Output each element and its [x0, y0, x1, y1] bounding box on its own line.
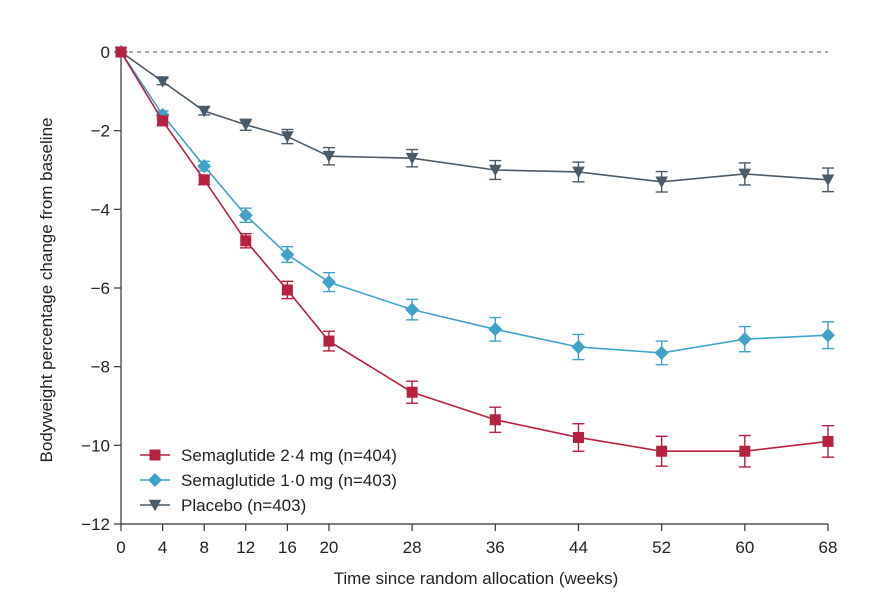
data-point	[281, 131, 294, 143]
y-tick-label: 0	[101, 43, 110, 62]
data-point	[655, 176, 668, 189]
x-tick-label: 28	[403, 538, 422, 557]
data-point	[198, 174, 210, 186]
data-point	[321, 275, 336, 290]
data-point	[156, 76, 169, 88]
x-tick-label: 20	[319, 538, 338, 557]
data-point	[240, 235, 252, 247]
x-tick-label: 68	[819, 538, 838, 557]
legend-marker	[148, 473, 162, 487]
data-point	[489, 414, 501, 426]
data-point	[821, 174, 835, 187]
series-line	[120, 51, 829, 183]
data-point	[656, 445, 668, 457]
data-point	[280, 247, 295, 262]
data-point	[738, 168, 752, 181]
y-tick-label: −2	[91, 122, 110, 141]
legend-label: Semaglutide 2·4 mg (n=404)	[181, 446, 397, 465]
legend: Semaglutide 2·4 mg (n=404) Semaglutide 1·…	[140, 446, 397, 515]
data-point	[238, 208, 253, 223]
data-point	[281, 284, 293, 296]
series-layer	[114, 45, 835, 468]
x-tick-label: 44	[569, 538, 588, 557]
y-tick-label: −10	[81, 436, 110, 455]
data-point	[323, 335, 335, 347]
y-tick-label: −6	[91, 279, 110, 298]
data-point	[197, 105, 211, 118]
x-tick-label: 16	[278, 538, 297, 557]
series-triangle-down	[114, 46, 835, 193]
data-point	[571, 340, 586, 354]
data-point	[197, 159, 212, 174]
data-point	[572, 166, 585, 179]
series-line	[120, 51, 829, 354]
data-point	[737, 332, 752, 347]
legend-marker	[148, 499, 162, 512]
series-line	[120, 51, 829, 453]
series-square	[115, 46, 834, 468]
x-axis-title: Time since random allocation (weeks)	[334, 569, 619, 588]
data-point	[821, 328, 835, 343]
axes: 0 −2 −4 −6 −8 −10 −12 0 4 8 12 16 20 28 36 44 52 60 68	[81, 43, 837, 557]
data-point	[488, 322, 503, 337]
data-point	[405, 152, 419, 165]
x-tick-label: 0	[116, 538, 125, 557]
x-tick-label: 4	[158, 538, 167, 557]
data-point	[572, 431, 584, 443]
data-point	[406, 386, 418, 398]
data-point	[115, 46, 127, 58]
y-tick-label: −12	[81, 515, 110, 534]
data-point	[239, 119, 253, 132]
y-axis-title: Bodyweight percentage change from baseli…	[37, 118, 56, 463]
data-point	[322, 150, 336, 163]
data-point	[822, 435, 834, 447]
x-tick-label: 36	[486, 538, 505, 557]
data-point	[157, 115, 169, 127]
y-tick-label: −8	[91, 358, 110, 377]
legend-marker	[149, 449, 161, 461]
x-tick-label: 8	[199, 538, 208, 557]
y-tick-label: −4	[91, 200, 110, 219]
x-tick-label: 12	[236, 538, 255, 557]
x-tick-label: 60	[735, 538, 754, 557]
data-point	[739, 445, 751, 457]
data-point	[405, 302, 420, 317]
data-point	[488, 164, 502, 177]
legend-label: Semaglutide 1·0 mg (n=403)	[181, 471, 397, 490]
x-tick-label: 52	[652, 538, 671, 557]
data-point	[654, 345, 669, 360]
legend-label: Placebo (n=403)	[181, 496, 306, 515]
